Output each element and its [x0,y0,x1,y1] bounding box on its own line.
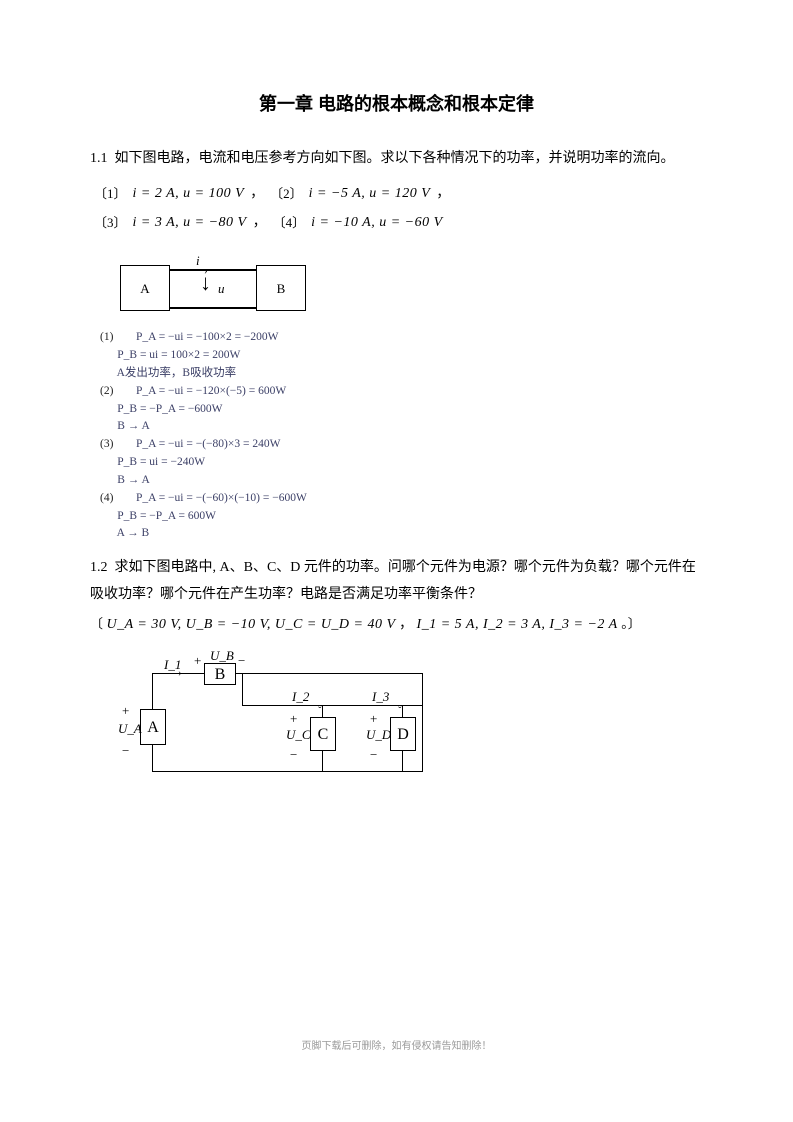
problem-1-1: 1.1 如下图电路，电流和电压参考方向如下图。求以下各种情况下的功率，并说明功率… [90,146,703,173]
box-b: B [204,663,236,685]
problem-text: 求如下图电路中, A、B、C、D 元件的功率。问哪个元件为电源？哪个元件为负载？… [90,560,696,602]
hw-line: P_B = −P_A = 600W [117,510,216,522]
hw-line: P_B = ui = 100×2 = 200W [117,349,240,361]
case-eq: i = −5 A, u = 120 V [309,179,431,208]
hw-line: P_A = −ui = −(−80)×3 = 240W [136,438,280,450]
label-i3: I_3 [372,689,389,705]
wire [152,673,422,674]
label-ua: U_A [118,721,142,737]
minus-icon: − [238,653,245,669]
minus-icon: − [370,747,377,763]
label-uc: U_C [286,727,311,743]
hw-line: P_A = −ui = −100×2 = −200W [136,331,279,343]
hw-line: P_A = −ui = −(−60)×(−10) = −600W [136,492,307,504]
plus-icon: + [370,711,377,727]
arrow-down-icon: ˇ [398,705,402,717]
u-label: u [218,281,225,297]
wire [170,307,256,308]
plus-icon: + [290,711,297,727]
hw-line: P_B = −P_A = −600W [117,403,222,415]
given-eq: U_A = 30 V, U_B = −10 V, U_C = U_D = 40 … [107,617,396,632]
label-i2: I_2 [292,689,309,705]
case-eq: i = 3 A, u = −80 V [133,208,247,237]
problem-num: 1.1 [90,151,108,166]
hw-tag: (1) [100,329,136,347]
wire [170,269,256,270]
chapter-title: 第一章 电路的根本概念和根本定律 [90,90,703,116]
sep: ， [399,617,413,632]
i-label: i [196,253,200,269]
problem-1-2-given: 〔 U_A = 30 V, U_B = −10 V, U_C = U_D = 4… [90,612,703,639]
diagram-1-1: A B i › ↓ u [120,247,320,323]
problem-num: 1.2 [90,560,108,575]
problem-text: 如下图电路，电流和电压参考方向如下图。求以下各种情况下的功率，并说明功率的流向。 [115,151,675,166]
hw-line: A发出功率，B吸收功率 [117,367,236,379]
hw-tag: (2) [100,383,136,401]
wire [152,771,422,772]
hw-line: P_A = −ui = −120×(−5) = 600W [136,385,286,397]
case-eq: i = −10 A, u = −60 V [311,208,443,237]
open-bracket: 〔 [90,616,103,631]
hw-line: P_B = ui = −240W [117,456,205,468]
diagram-1-2: A B C D I_1 › I_2 ˇ I_3 ˇ + U_A − + U_B … [114,651,454,791]
case-tag: 〔4〕 [273,209,306,236]
label-ud: U_D [366,727,391,743]
case-tag: 〔2〕 [270,180,303,207]
minus-icon: − [122,743,129,759]
sep: ， [253,208,267,237]
given-eq: I_1 = 5 A, I_2 = 3 A, I_3 = −2 A [417,617,618,632]
close-bracket: 。〕 [621,616,641,631]
sep: ， [436,179,450,208]
wire [242,705,422,706]
hw-tag: (4) [100,490,136,508]
arrow-right-icon: › [178,667,182,679]
box-b: B [256,265,306,311]
problem-1-1-cases: 〔1〕 i = 2 A, u = 100 V ， 〔2〕 i = −5 A, u… [94,179,703,238]
arrow-down-icon: ˇ [318,705,322,717]
wire [422,673,423,772]
box-c: C [310,717,336,751]
case-tag: 〔1〕 [94,180,127,207]
hw-line: B → A [117,474,150,486]
case-eq: i = 2 A, u = 100 V [133,179,245,208]
box-d: D [390,717,416,751]
box-a: A [120,265,170,311]
plus-icon: + [122,703,129,719]
hw-tag: (3) [100,436,136,454]
handwritten-solution: (1)P_A = −ui = −100×2 = −200W P_B = ui =… [100,329,703,543]
case-tag: 〔3〕 [94,209,127,236]
wire [242,673,243,706]
page-footer: 页脚下载后可删除，如有侵权请告知删除！ [0,1037,793,1052]
arrow-down-icon: ↓ [200,272,211,294]
label-ub: U_B [210,648,234,664]
box-a: A [140,709,166,745]
plus-icon: + [194,653,201,669]
minus-icon: − [290,747,297,763]
sep: ， [250,179,264,208]
hw-line: A → B [117,527,150,539]
hw-line: B → A [117,420,150,432]
problem-1-2: 1.2 求如下图电路中, A、B、C、D 元件的功率。问哪个元件为电源？哪个元件… [90,555,703,608]
